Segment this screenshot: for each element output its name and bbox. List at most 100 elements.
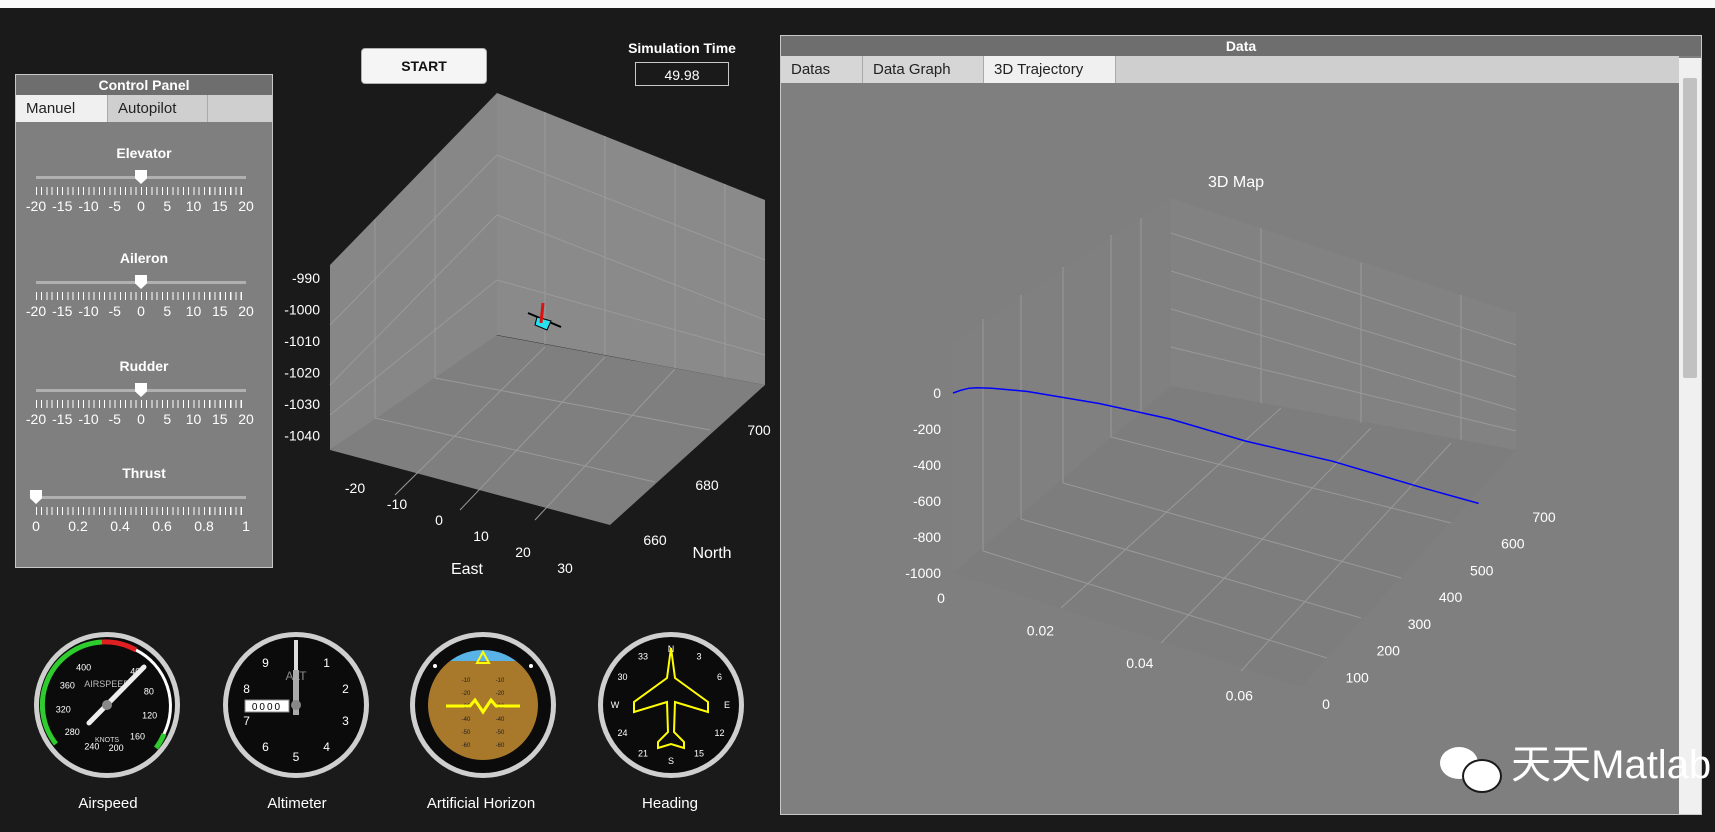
altimeter-scale-label: 2 [342,682,349,696]
slider-tick-label: 10 [185,198,202,214]
tab-manuel[interactable]: Manuel [16,95,108,122]
slider-tick-label: -15 [52,198,73,214]
slider-tick-label: 10 [185,411,202,427]
altimeter-scale-label: 1 [323,656,330,670]
slider-tick-label: 15 [211,198,228,214]
slider-tick-label: -5 [108,303,121,319]
chart-y-tick-label: 600 [1501,536,1525,552]
slider-ticks [36,187,246,195]
slider-tick-label: -10 [78,198,99,214]
scroll-thumb[interactable] [1683,78,1697,378]
z-axis-ticks: -990 -1000 -1010 -1020 -1030 -1040 [284,270,320,444]
chart-floor [953,386,1516,687]
slider-tick-label: 15 [211,303,228,319]
slider-tick-label: -5 [108,411,121,427]
airspeed-scale-label: 400 [76,663,91,673]
pitch-mark-label: -60 [496,743,505,749]
east-tick-label: 20 [515,544,531,560]
pitch-mark-label: -60 [462,743,471,749]
airspeed-scale-label: 200 [109,743,124,753]
slider-tick-label: -15 [52,411,73,427]
start-button[interactable]: START [361,48,487,84]
data-panel: Data Datas Data Graph 3D Trajectory 3D M… [780,35,1702,815]
slider-tick-label: 0 [137,411,145,427]
pitch-mark-label: -10 [496,678,505,684]
heading-scale-label: 12 [714,728,724,738]
airspeed-scale-label: 360 [60,681,75,691]
slider-tick-label: -10 [78,303,99,319]
pitch-mark-label: -50 [496,730,505,736]
data-panel-title: Data [781,36,1701,56]
slider-track-thrust[interactable] [36,496,246,499]
z-tick-label: -990 [292,270,320,286]
slider-ticks [36,400,246,408]
heading-scale-label: W [611,700,620,710]
tab-data-graph[interactable]: Data Graph [863,56,984,83]
aircraft-marker [527,302,562,331]
altimeter-scale-label: 8 [243,682,250,696]
tab-datas[interactable]: Datas [781,56,863,83]
slider-label-aileron: Aileron [119,250,169,266]
slider-tick-label: 0 [137,198,145,214]
heading-scale-label: E [724,700,730,710]
heading-scale-label: 6 [717,672,722,682]
chart-x-tick-label: 0.04 [1126,655,1153,671]
slider-thumb-rudder[interactable] [135,383,147,397]
slider-thumb-elevator[interactable] [135,170,147,184]
slider-tick-label: 0.8 [194,518,214,534]
slider-thumb-aileron[interactable] [135,275,147,289]
chart-x-ticks: 0 0.02 0.04 0.06 [937,590,1253,704]
chart-z-tick-label: -800 [913,529,941,545]
altimeter-scale-label: 6 [262,740,269,754]
chart-z-tick-label: -200 [913,421,941,437]
watermark-text: 天天Matlab [1511,743,1712,787]
slider-tick-label: 20 [238,303,254,319]
heading-scale-label: 24 [617,728,627,738]
north-tick-label: 680 [695,477,719,493]
chart-z-tick-label: -1000 [905,565,941,581]
artificial-horizon-gauge: -10 -10-20 -20-30 -30-40 -40-50 -50-60 -60 [410,632,556,778]
aircraft-3d-view[interactable]: -990 -1000 -1010 -1020 -1030 -1040 -20 -10 0 10 2… [275,85,785,595]
slider-label-rudder: Rudder [119,358,169,374]
z-tick-label: -1030 [284,396,320,412]
trajectory-chart[interactable]: 3D Map 0-200-400-600-800-1000 00.020.040… [781,83,1679,814]
pitch-mark-label: -10 [462,678,471,684]
chart-y-ticks: 0 100 200 300 400 500 600 700 [1322,509,1556,712]
chart-title: 3D Map [1208,174,1264,191]
chart-z-tick-label: -400 [913,457,941,473]
airspeed-scale-label: 280 [65,727,80,737]
top-bar [0,0,1715,8]
altimeter-scale-label: 9 [262,656,269,670]
z-tick-label: -1020 [284,365,320,381]
airspeed-needle [86,664,147,726]
heading-scale-label: 15 [694,748,704,758]
z-tick-label: -1000 [284,302,320,318]
altimeter-scale: 12 34 5 67 89 [243,656,349,764]
slider-tick-label: 10 [185,303,202,319]
slider-tick-label: -20 [25,411,47,427]
control-panel-title: Control Panel [16,75,272,95]
wechat-icon [1440,745,1502,794]
east-tick-label: 30 [557,560,573,576]
grid-lines [329,112,766,521]
slider-tick-label: 5 [163,198,172,214]
slider-tick-label: 0.6 [152,518,172,534]
aircraft-symbol-icon [446,697,520,715]
east-axis-label: East [451,561,484,578]
slider-thumb-thrust[interactable] [30,490,42,504]
chart-y-tick-label: 100 [1345,669,1369,685]
slider-tick-label: 5 [163,303,172,319]
airspeed-scale-label: 40 [130,666,140,676]
slider-tick-label: 0.4 [110,518,130,534]
slider-tick-label: 0 [32,518,40,534]
slider-tick-label: 0.2 [68,518,88,534]
tab-autopilot[interactable]: Autopilot [108,95,208,122]
roll-pointer-icon [475,649,491,664]
east-tick-label: -10 [387,496,407,512]
data-scrollbar[interactable] [1679,58,1701,814]
pitch-mark-label: -40 [462,717,471,723]
tab-3d-trajectory[interactable]: 3D Trajectory [984,56,1116,83]
north-axis-ticks: 660 680 700 [643,422,771,548]
chart-y-tick-label: 300 [1408,616,1432,632]
